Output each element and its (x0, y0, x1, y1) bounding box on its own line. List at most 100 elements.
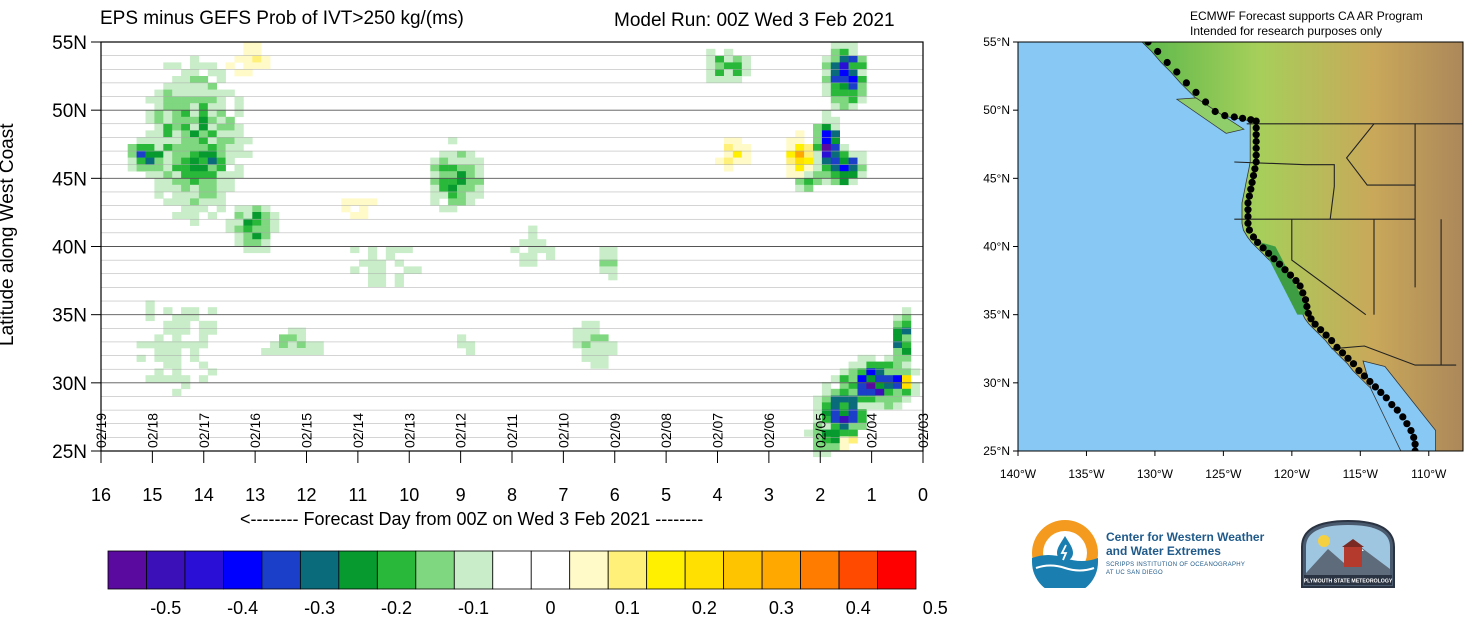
heatmap-cell (848, 164, 858, 172)
colorbar-label: -0.1 (458, 598, 489, 618)
heatmap-cell (599, 259, 609, 267)
map-lat-label: 50°N (983, 103, 1010, 117)
heatmap-cell (439, 150, 449, 158)
colorbar-swatch (146, 550, 186, 590)
heatmap-cell (572, 334, 582, 342)
heatmap-cell (190, 62, 200, 70)
heatmap-cell (599, 252, 609, 260)
heatmap-cell (821, 69, 832, 77)
coast-point (1410, 433, 1418, 441)
heatmap-cell (163, 157, 173, 165)
heatmap-cell (261, 218, 271, 226)
coast-point (1252, 151, 1260, 159)
coast-point (1286, 271, 1295, 279)
heatmap-cell (430, 171, 440, 179)
heatmap-cell (181, 205, 191, 213)
coast-point (1411, 447, 1419, 451)
heatmap-cell (893, 334, 903, 342)
heatmap-cell (252, 48, 262, 56)
map-lon-label: 115°W (1343, 467, 1379, 481)
heatmap-cell (136, 144, 146, 152)
heatmap-cell (465, 341, 476, 349)
heatmap-cell (376, 273, 387, 281)
heatmap-cell (181, 137, 191, 145)
heatmap-cell (394, 273, 404, 281)
heatmap-cell (234, 171, 244, 179)
heatmap-cell (866, 375, 876, 383)
heatmap-cells (127, 42, 921, 458)
heatmap-cell (368, 266, 378, 274)
heatmap-cell (145, 157, 155, 165)
heatmap-cell (136, 157, 146, 165)
x-tick-label: 7 (558, 485, 568, 505)
heatmap-cell (198, 164, 209, 172)
heatmap-cell (412, 266, 422, 274)
date-label: 02/12 (453, 413, 469, 448)
heatmap-cell (181, 198, 191, 206)
heatmap-cell (207, 82, 217, 90)
heatmap-cell (830, 123, 840, 131)
heatmap-cell (821, 62, 832, 70)
heatmap-cell (608, 341, 618, 349)
heatmap-cell (145, 314, 155, 322)
cw3e-logo-icon (1032, 520, 1098, 588)
date-label: 02/15 (299, 413, 315, 448)
heatmap-cell (465, 184, 476, 192)
heatmap-cell (910, 368, 921, 376)
heatmap-cell (590, 361, 600, 369)
heatmap-cell (537, 239, 547, 247)
heatmap-cell (234, 96, 244, 104)
heatmap-cell (190, 212, 200, 220)
coast-point (1144, 42, 1152, 46)
heatmap-cell (830, 82, 840, 90)
heatmap-cell (741, 150, 751, 158)
heatmap-cell (181, 375, 191, 383)
coast-point (1154, 47, 1162, 56)
heatmap-cell (848, 48, 858, 56)
heatmap-cell (243, 42, 253, 50)
coast-point (1393, 406, 1401, 414)
map-title: ECMWF Forecast supports CA AR Program In… (1190, 9, 1423, 39)
heatmap-cell (902, 348, 912, 356)
heatmap-cell (839, 103, 849, 111)
heatmap-cell (279, 348, 289, 356)
heatmap-cell (910, 382, 921, 390)
heatmap-cell (474, 191, 484, 199)
coast-point (1338, 349, 1347, 357)
map-lon-label: 110°W (1411, 467, 1447, 481)
heatmap-cell (732, 76, 743, 84)
heatmap-cell (198, 76, 209, 84)
heatmap-cell (181, 103, 191, 111)
heatmap-cell (207, 123, 217, 131)
heatmap-cell (839, 388, 849, 396)
heatmap-cell (848, 76, 858, 84)
heatmap-cell (163, 110, 173, 118)
heatmap-cell (172, 314, 182, 322)
heatmap-cell (198, 361, 209, 369)
heatmap-cell (795, 157, 805, 165)
heatmap-cell (190, 157, 200, 165)
coast-point (1399, 413, 1407, 421)
x-tick-label: 9 (456, 485, 466, 505)
heatmap-cell (848, 89, 858, 97)
heatmap-cell (813, 144, 823, 152)
heatmap-cell (207, 164, 217, 172)
heatmap-cell (394, 246, 404, 254)
vancouver-island (1175, 97, 1245, 134)
heatmap-cell (207, 144, 217, 152)
heatmap-cell (127, 157, 137, 165)
colorbar-label: 0.4 (846, 598, 871, 618)
heatmap-cell (839, 402, 849, 410)
heatmap-cell (448, 164, 458, 172)
heatmap-cell (848, 422, 858, 430)
heatmap-cell (163, 341, 173, 349)
heatmap-cell (190, 191, 200, 199)
heatmap-cell (225, 144, 235, 152)
heatmap-cell (884, 395, 894, 403)
heatmap-cell (439, 205, 449, 213)
heatmap-cell (243, 239, 253, 247)
heatmap-cell (884, 354, 894, 362)
heatmap-cell (608, 252, 618, 260)
heatmap-cell (261, 55, 271, 63)
heatmap-cell (813, 443, 823, 451)
